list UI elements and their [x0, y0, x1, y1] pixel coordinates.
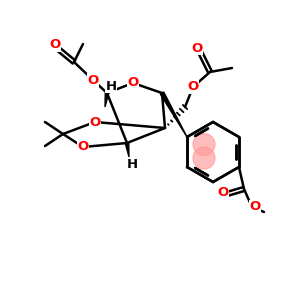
- Text: O: O: [191, 41, 203, 55]
- Text: O: O: [128, 76, 139, 89]
- Polygon shape: [125, 143, 129, 157]
- Polygon shape: [160, 92, 187, 137]
- Circle shape: [193, 134, 215, 155]
- Text: O: O: [77, 140, 88, 154]
- Polygon shape: [105, 93, 109, 107]
- Text: H: H: [126, 158, 138, 172]
- Text: O: O: [50, 38, 61, 52]
- Text: O: O: [188, 80, 199, 94]
- Text: O: O: [89, 116, 100, 128]
- Text: O: O: [249, 200, 261, 214]
- Text: O: O: [218, 185, 229, 199]
- Text: O: O: [87, 74, 99, 86]
- Text: H: H: [105, 80, 117, 92]
- Circle shape: [193, 147, 215, 169]
